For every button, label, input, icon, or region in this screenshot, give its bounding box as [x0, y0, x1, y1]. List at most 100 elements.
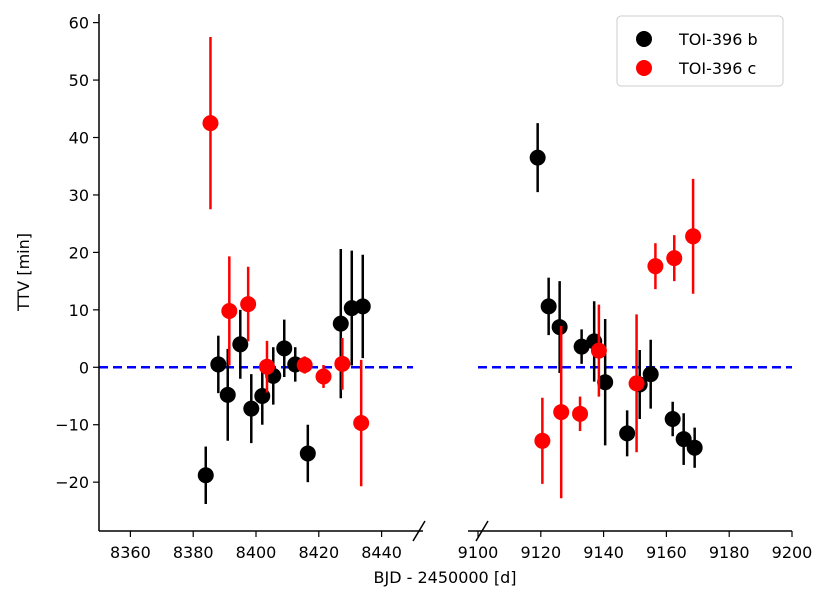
legend-frame — [616, 15, 784, 87]
x-tick-label: 8360 — [110, 543, 151, 562]
data-point-c — [202, 36, 219, 210]
x-tick-label: 9120 — [520, 543, 561, 562]
data-marks — [197, 36, 703, 505]
data-point-c — [296, 356, 313, 374]
x-tick-label: 8420 — [298, 543, 339, 562]
x-tick-label: 8440 — [361, 543, 402, 562]
marker-b — [332, 315, 349, 332]
legend: TOI-396 b TOI-396 c — [616, 15, 784, 87]
x-tick-label: 8380 — [173, 543, 214, 562]
legend-label-c: TOI-396 c — [678, 59, 756, 78]
data-point-b — [619, 410, 636, 457]
marker-c — [647, 258, 664, 275]
data-point-c — [353, 359, 370, 487]
x-tick-label: 9180 — [709, 543, 750, 562]
marker-b — [664, 410, 681, 427]
x-tick-label: 9160 — [646, 543, 687, 562]
data-point-b — [197, 446, 214, 505]
axis-break-mark-right — [475, 520, 489, 542]
marker-b — [642, 366, 659, 383]
data-point-b — [597, 319, 614, 446]
marker-c — [221, 302, 238, 319]
data-point-b — [210, 335, 227, 394]
x-tick-label: 9200 — [772, 543, 813, 562]
marker-c — [685, 228, 702, 245]
y-tick-label: 30 — [69, 186, 89, 205]
marker-c — [315, 368, 332, 385]
marker-b — [573, 338, 590, 355]
marker-c — [534, 432, 551, 449]
data-point-c — [221, 256, 238, 366]
x-tick-label: 9100 — [458, 543, 499, 562]
y-tick-label: 50 — [69, 71, 89, 90]
x-tick-label: 8400 — [236, 543, 277, 562]
data-point-b — [573, 329, 590, 364]
marker-b — [354, 298, 371, 315]
y-tick-label: −20 — [55, 473, 89, 492]
y-tick-label: 40 — [69, 129, 89, 148]
marker-b — [619, 425, 636, 442]
data-point-b — [276, 319, 293, 378]
data-point-b — [540, 277, 557, 336]
x-axis-label: BJD - 2450000 [d] — [374, 568, 517, 587]
marker-c — [296, 356, 313, 373]
marker-b — [597, 374, 614, 391]
y-tick-label: 20 — [69, 243, 89, 262]
marker-b — [299, 445, 316, 462]
legend-label-b: TOI-396 b — [678, 30, 758, 49]
marker-b — [232, 336, 249, 353]
data-point-c — [534, 397, 551, 484]
marker-c — [666, 250, 683, 267]
data-point-c — [553, 325, 570, 499]
x-tick-label: 9140 — [583, 543, 624, 562]
marker-c — [240, 296, 257, 313]
data-point-b — [219, 348, 236, 441]
data-point-b — [529, 123, 546, 193]
marker-b — [276, 340, 293, 357]
axes: −20 −10 0 10 20 30 40 50 60 8360 8380 8400 8420 8440 9… — [55, 14, 812, 562]
marker-c — [202, 115, 219, 132]
marker-b — [219, 386, 236, 403]
data-point-c — [666, 235, 683, 282]
marker-b — [686, 439, 703, 456]
data-point-b — [675, 413, 692, 465]
marker-c — [553, 404, 570, 421]
data-point-b — [299, 424, 316, 483]
y-axis-label: TTV [min] — [14, 233, 33, 312]
marker-c — [258, 358, 275, 375]
marker-b — [210, 356, 227, 373]
marker-b — [540, 298, 557, 315]
data-point-b — [243, 374, 260, 444]
marker-c — [590, 342, 607, 359]
data-point-b — [551, 281, 568, 374]
y-tick-label: 0 — [79, 358, 89, 377]
data-point-b — [642, 339, 659, 409]
data-point-b — [354, 254, 371, 359]
legend-c-marker — [636, 60, 652, 76]
marker-b — [675, 431, 692, 448]
data-point-c — [628, 314, 645, 453]
data-point-c — [258, 340, 275, 393]
data-point-b — [686, 427, 703, 468]
marker-b — [197, 467, 214, 484]
y-tick-label: 60 — [69, 14, 89, 33]
data-point-c — [334, 337, 351, 390]
marker-c — [353, 415, 370, 432]
data-point-c — [572, 396, 589, 432]
data-point-c — [240, 266, 257, 342]
data-point-c — [590, 304, 607, 397]
y-tick-label: −10 — [55, 416, 89, 435]
axis-break-mark-left — [412, 520, 426, 542]
data-point-c — [647, 243, 664, 290]
marker-c — [334, 355, 351, 372]
data-point-b — [664, 401, 681, 437]
marker-c — [628, 375, 645, 392]
data-point-c — [315, 364, 332, 388]
data-point-c — [685, 178, 702, 294]
marker-c — [572, 405, 589, 422]
data-point-b — [332, 248, 349, 399]
marker-b — [551, 319, 568, 336]
legend-b-marker — [636, 31, 652, 47]
marker-b — [243, 400, 260, 417]
